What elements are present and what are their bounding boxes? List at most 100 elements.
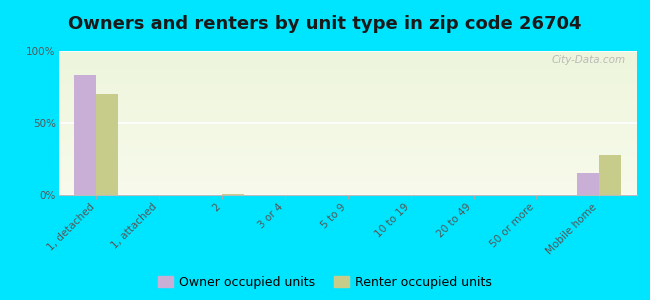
Bar: [58, 120, 637, 122]
Bar: [58, 146, 637, 148]
Bar: [58, 51, 637, 52]
Bar: [58, 119, 637, 120]
Bar: [58, 110, 637, 112]
Bar: [58, 136, 637, 137]
Bar: [58, 107, 637, 109]
Bar: [58, 184, 637, 185]
Bar: [58, 84, 637, 86]
Bar: [58, 130, 637, 132]
Bar: [58, 129, 637, 130]
Bar: [58, 188, 637, 189]
Bar: [58, 93, 637, 94]
Bar: [58, 77, 637, 78]
Bar: [58, 116, 637, 117]
Bar: [58, 112, 637, 113]
Bar: [58, 153, 637, 155]
Bar: [58, 65, 637, 67]
Bar: [58, 71, 637, 73]
Bar: [58, 139, 637, 140]
Bar: [58, 61, 637, 62]
Legend: Owner occupied units, Renter occupied units: Owner occupied units, Renter occupied un…: [153, 271, 497, 294]
Bar: [58, 52, 637, 54]
Bar: [58, 134, 637, 136]
Bar: [58, 178, 637, 179]
Bar: [58, 96, 637, 97]
Bar: [58, 78, 637, 80]
Bar: [58, 106, 637, 107]
Bar: [58, 91, 637, 93]
Bar: [58, 126, 637, 127]
Bar: [58, 76, 637, 77]
Bar: [58, 168, 637, 169]
Bar: [58, 68, 637, 70]
Bar: [58, 143, 637, 145]
Bar: [58, 149, 637, 150]
Bar: [58, 165, 637, 166]
Bar: [58, 74, 637, 76]
Bar: [58, 137, 637, 139]
Bar: [58, 191, 637, 192]
Bar: [58, 87, 637, 88]
Bar: [58, 98, 637, 100]
Bar: [58, 173, 637, 175]
Bar: [58, 182, 637, 184]
Bar: [58, 114, 637, 116]
Bar: [58, 169, 637, 170]
Bar: [58, 166, 637, 168]
Bar: [58, 103, 637, 104]
Bar: [58, 124, 637, 126]
Bar: [58, 67, 637, 68]
Bar: [58, 192, 637, 194]
Bar: [58, 133, 637, 134]
Bar: [58, 117, 637, 119]
Bar: [58, 80, 637, 81]
Bar: [577, 173, 599, 195]
Bar: [58, 104, 637, 106]
Bar: [58, 162, 637, 163]
Bar: [58, 189, 637, 191]
Bar: [58, 186, 637, 188]
Bar: [58, 142, 637, 143]
Bar: [58, 58, 637, 60]
Bar: [58, 90, 637, 91]
Bar: [58, 64, 637, 65]
Bar: [58, 57, 637, 58]
Bar: [58, 175, 637, 176]
Bar: [58, 101, 637, 103]
Bar: [58, 155, 637, 156]
Text: City-Data.com: City-Data.com: [551, 55, 625, 65]
Bar: [58, 81, 637, 83]
Bar: [58, 123, 637, 124]
Bar: [58, 94, 637, 96]
Bar: [58, 181, 637, 182]
Bar: [58, 156, 637, 158]
Bar: [58, 148, 637, 149]
Bar: [58, 127, 637, 129]
Bar: [222, 194, 244, 195]
Bar: [58, 150, 637, 152]
Text: Owners and renters by unit type in zip code 26704: Owners and renters by unit type in zip c…: [68, 15, 582, 33]
Bar: [58, 179, 637, 181]
Bar: [58, 170, 637, 172]
Bar: [58, 172, 637, 173]
Bar: [58, 97, 637, 98]
Bar: [58, 132, 637, 133]
Bar: [58, 194, 637, 195]
Bar: [58, 70, 637, 71]
Bar: [599, 155, 621, 195]
Bar: [58, 85, 637, 87]
Bar: [58, 62, 637, 64]
Bar: [58, 160, 637, 162]
Bar: [58, 73, 637, 74]
Bar: [58, 140, 637, 142]
Bar: [58, 163, 637, 165]
Bar: [58, 159, 637, 160]
Bar: [58, 83, 637, 84]
Bar: [58, 145, 637, 146]
Bar: [96, 94, 118, 195]
Bar: [58, 109, 637, 110]
Bar: [58, 54, 637, 55]
Bar: [58, 158, 637, 159]
Bar: [58, 55, 637, 57]
Bar: [58, 152, 637, 153]
